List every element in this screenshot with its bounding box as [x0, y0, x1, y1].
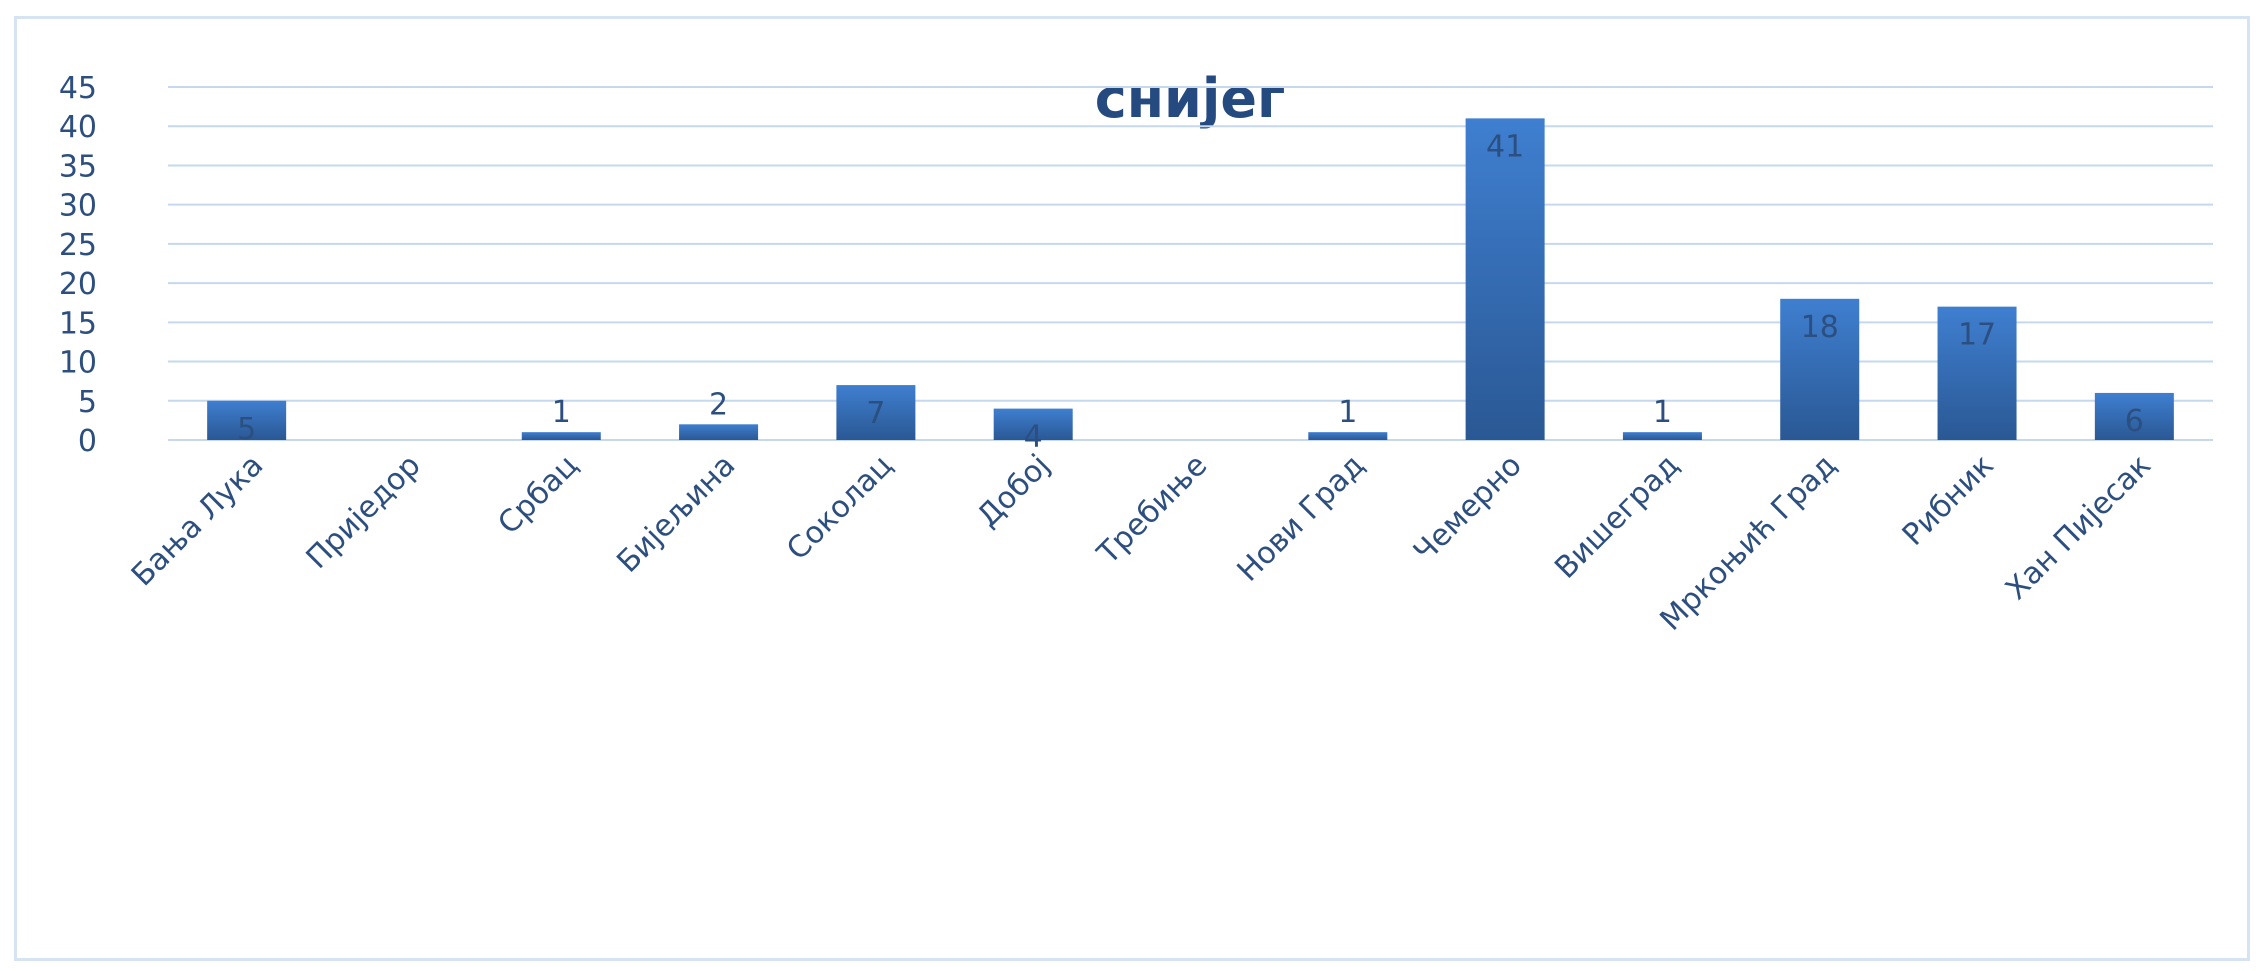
bar — [1780, 298, 1860, 440]
bar — [836, 385, 916, 440]
x-tick-label: Требиње — [1090, 448, 1214, 572]
bar — [521, 432, 601, 440]
data-label: 2 — [709, 387, 728, 422]
data-label: 1 — [552, 395, 571, 430]
y-tick-label: 0 — [78, 424, 97, 459]
x-tick-label: Хан Пијесак — [1999, 448, 2158, 607]
y-tick-label: 25 — [59, 228, 97, 263]
y-tick-label: 30 — [59, 189, 97, 224]
bar — [1465, 118, 1545, 440]
x-axis-ticks: Бања Лука Приједор Србац Бијељина Соколац Доб… — [125, 448, 2158, 638]
x-tick-label: Чемерно — [1407, 448, 1529, 570]
x-tick-label: Вишеград — [1548, 448, 1686, 586]
data-label: 1 — [1338, 395, 1357, 430]
x-tick-label: Добој — [971, 448, 1057, 534]
data-label: 7 — [866, 396, 885, 431]
bar — [1937, 306, 2017, 440]
chart-title: снијег — [1095, 67, 1286, 130]
y-axis-ticks: 0 5 10 15 20 25 30 35 40 45 — [59, 71, 97, 459]
data-label: 6 — [2125, 404, 2144, 439]
y-tick-label: 40 — [59, 110, 97, 145]
x-tick-label: Нови Град — [1231, 448, 1372, 589]
y-tick-label: 20 — [59, 267, 97, 302]
data-label: 1 — [1653, 395, 1672, 430]
y-tick-label: 35 — [59, 149, 97, 184]
bar — [993, 408, 1073, 440]
y-tick-label: 45 — [59, 71, 97, 106]
data-label: 18 — [1801, 310, 1839, 345]
x-tick-label: Рибник — [1896, 448, 2001, 553]
bar — [2094, 392, 2174, 440]
data-label: 17 — [1958, 318, 1996, 353]
x-tick-label: Србац — [491, 448, 585, 542]
data-label: 5 — [237, 412, 256, 447]
x-tick-label: Бијељина — [610, 448, 742, 580]
bar — [679, 424, 759, 440]
chart-frame — [14, 16, 2250, 961]
data-label: 4 — [1024, 420, 1043, 455]
x-tick-label: Бања Лука — [125, 448, 270, 593]
x-tick-label: Соколац — [780, 448, 899, 567]
grid-lines — [168, 86, 2213, 441]
data-label: 41 — [1486, 129, 1524, 164]
bar — [1308, 432, 1388, 440]
x-tick-label: Приједор — [300, 448, 428, 576]
bar — [1622, 432, 1702, 440]
y-tick-label: 15 — [59, 306, 97, 341]
bar — [207, 400, 287, 440]
bars — [207, 118, 2174, 440]
y-tick-label: 10 — [59, 346, 97, 381]
y-tick-label: 5 — [78, 385, 97, 420]
